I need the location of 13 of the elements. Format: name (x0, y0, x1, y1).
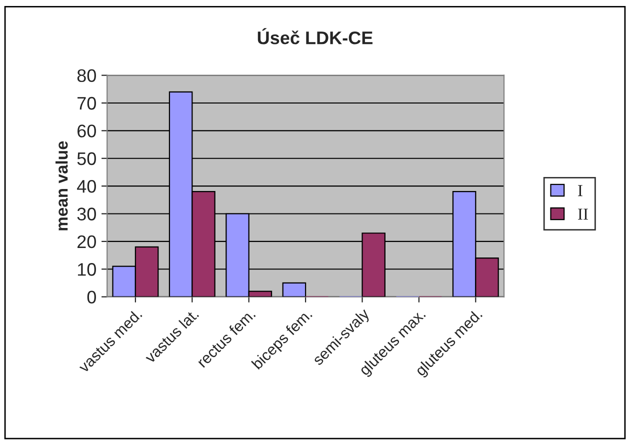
y-tick-label: 70 (78, 96, 96, 110)
y-tick-label: 40 (77, 180, 96, 193)
y-tick-label: 50 (77, 152, 96, 166)
y-tick-label: 10 (78, 263, 96, 276)
y-axis-title: mean value (56, 141, 68, 230)
y-tick-label: 20 (78, 235, 96, 248)
y-tick-label: 30 (77, 208, 96, 220)
y-tick-label: 60 (78, 124, 96, 138)
legend-label: I (578, 185, 582, 196)
y-tick-label: 80 (77, 69, 96, 82)
legend-label: II (578, 208, 588, 220)
y-tick-label: 0 (87, 290, 96, 304)
chart-title: Úseč LDK-CE (258, 28, 372, 44)
